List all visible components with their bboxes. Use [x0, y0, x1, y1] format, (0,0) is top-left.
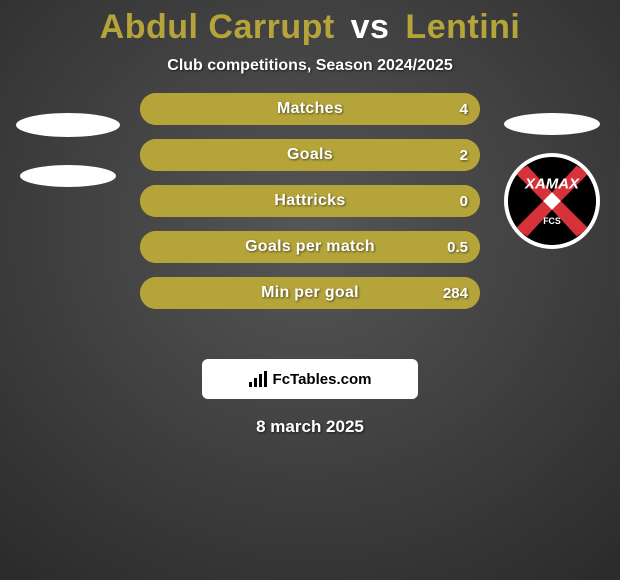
- avatar-placeholder-icon: [504, 113, 600, 135]
- club-badge-icon: XAMAX FCS: [504, 153, 600, 249]
- badge-text: XAMAX: [524, 176, 580, 193]
- subtitle: Club competitions, Season 2024/2025: [0, 57, 620, 75]
- stat-label: Min per goal: [140, 277, 480, 309]
- title-vs: vs: [351, 8, 390, 46]
- stat-row: Hattricks0: [140, 185, 480, 217]
- stat-value-right: 4: [460, 93, 468, 125]
- brand-watermark: FcTables.com: [202, 359, 418, 399]
- stat-value-right: 2: [460, 139, 468, 171]
- date-text: 8 march 2025: [0, 417, 620, 437]
- stat-rows: Matches4Goals2Hattricks0Goals per match0…: [140, 93, 480, 323]
- title-player1: Abdul Carrupt: [100, 8, 335, 46]
- stat-row: Min per goal284: [140, 277, 480, 309]
- badge-subtext: FCS: [543, 216, 561, 226]
- stat-label: Matches: [140, 93, 480, 125]
- bar-chart-icon: [249, 371, 267, 387]
- stat-label: Goals per match: [140, 231, 480, 263]
- stat-row: Goals per match0.5: [140, 231, 480, 263]
- comparison-zone: XAMAX FCS Matches4Goals2Hattricks0Goals …: [0, 105, 620, 345]
- stat-value-right: 0.5: [447, 231, 468, 263]
- stat-value-right: 0: [460, 185, 468, 217]
- stat-label: Goals: [140, 139, 480, 171]
- avatar-placeholder-icon: [20, 165, 116, 187]
- stat-label: Hattricks: [140, 185, 480, 217]
- right-avatar-column: XAMAX FCS: [492, 99, 612, 249]
- infographic-content: Abdul Carrupt vs Lentini Club competitio…: [0, 0, 620, 580]
- stat-row: Goals2: [140, 139, 480, 171]
- brand-text: FcTables.com: [273, 371, 372, 388]
- stat-row: Matches4: [140, 93, 480, 125]
- avatar-placeholder-icon: [16, 113, 120, 137]
- stat-value-right: 284: [443, 277, 468, 309]
- title-player2: Lentini: [405, 8, 520, 46]
- page-title: Abdul Carrupt vs Lentini: [0, 0, 620, 47]
- left-avatar-column: [8, 99, 128, 215]
